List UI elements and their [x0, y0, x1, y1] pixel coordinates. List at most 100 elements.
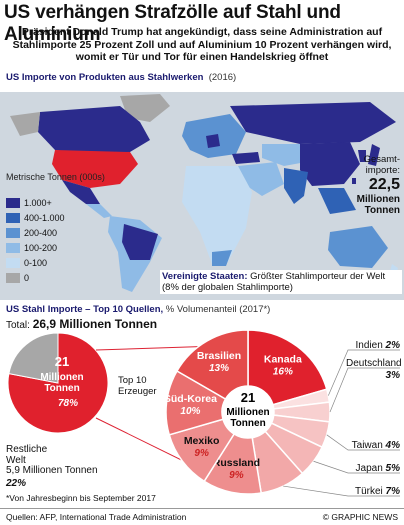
map-turkey: [232, 152, 260, 164]
legend-label: 400-1.000: [24, 213, 65, 223]
credit-text: © GRAPHIC NEWS: [322, 512, 398, 522]
map-germany: [206, 134, 220, 148]
big-pie: Kanada16%Russland9%Mexiko9%Süd-Korea10%B…: [164, 329, 400, 497]
footnote: *Von Jahresbeginn bis September 2017: [6, 493, 156, 503]
us-note-text: Größter Stahlimporteur der Welt (8% der …: [162, 271, 386, 293]
donut-hole: [222, 386, 274, 438]
small-pie-unit: Millionen Tonnen: [40, 372, 83, 394]
map-canada: [38, 106, 150, 154]
footer: Quellen: AFP, International Trade Admini…: [0, 508, 404, 525]
donut-external-name: Taiwan: [351, 440, 386, 451]
total-imports-unit: Millionen Tonnen: [356, 194, 400, 216]
small-pie: [7, 332, 109, 434]
total-imports-label: Gesamt-importe:: [363, 154, 400, 176]
donut-label-name: Brasilien: [197, 350, 241, 362]
legend-item: 0: [6, 273, 29, 283]
donut-external-name: Deutschland: [346, 358, 402, 369]
legend-item: 100-200: [6, 243, 57, 253]
rest-value: 5,9 Millionen Tonnen: [6, 465, 98, 476]
map-se-asia: [318, 188, 356, 214]
intro-text: Präsident Donald Trump hat angekündigt, …: [12, 26, 392, 63]
leader-line: [328, 349, 400, 396]
donut-external-pct: 4%: [385, 440, 400, 451]
total-imports-value: 22,5: [368, 176, 400, 193]
donut-external-label: Türkei 7%: [346, 486, 400, 498]
legend-swatch: [6, 273, 20, 283]
total-imports: Gesamt-importe: 22,5 Millionen Tonnen: [338, 154, 400, 216]
sources-total-label: Total:: [6, 320, 30, 331]
us-note: Vereinigte Staaten: Größter Stahlimporte…: [160, 270, 402, 294]
map-india: [284, 168, 308, 204]
map-heading-year: (2016): [208, 72, 237, 83]
sources-heading-sub: % Volumenanteil (2017*): [165, 304, 271, 315]
legend-label: 200-400: [24, 228, 58, 238]
rest-pct: 22%: [6, 478, 27, 489]
donut-external-name: Indien: [355, 340, 386, 351]
donut-label-pct: 10%: [180, 406, 200, 417]
legend-item: 400-1.000: [6, 213, 65, 223]
donut-label-name: Kanada: [264, 354, 302, 366]
donut-external-pct: 7%: [385, 486, 400, 497]
map-africa: [182, 166, 252, 264]
legend-label: 0: [24, 273, 30, 283]
legend-swatch: [6, 228, 20, 238]
donut-label-name: Süd-Korea: [164, 393, 217, 405]
sources-heading: US Stahl Importe – Top 10 Quellen, % Vol…: [6, 304, 270, 315]
donut-external-pct: 3%: [385, 370, 400, 381]
us-note-bold: Vereinigte Staaten:: [162, 271, 248, 282]
map-taiwan: [352, 178, 356, 184]
small-pie-slice-rest: [8, 332, 59, 384]
map-south-africa: [212, 250, 232, 266]
legend-swatch: [6, 213, 20, 223]
map-central-asia: [262, 144, 306, 166]
legend-label: 100-200: [24, 243, 58, 253]
map-brazil: [122, 224, 158, 260]
legend-swatch: [6, 198, 20, 208]
legend-item: 0-100: [6, 258, 47, 268]
map-alaska: [10, 112, 40, 136]
world-map-svg: [10, 94, 398, 292]
donut-external-name: Türkei: [354, 486, 386, 497]
sources-total: Total: 26,9 Millionen Tonnen: [6, 317, 157, 331]
legend-swatch: [6, 243, 20, 253]
rest-label: Restliche Welt: [6, 444, 48, 466]
map-mexico: [62, 180, 100, 204]
donut-center-value: 21: [241, 390, 255, 405]
map-japan: [368, 144, 380, 166]
legend-swatch: [6, 258, 20, 268]
map-usa: [52, 150, 138, 188]
small-pie-value: 21: [55, 354, 69, 369]
donut-label-pct: 16%: [273, 367, 293, 378]
legend-item: 200-400: [6, 228, 57, 238]
donut-external-pct: 5%: [385, 463, 400, 474]
map-australia: [328, 226, 388, 268]
sources-total-value: 26,9 Millionen Tonnen: [32, 317, 158, 331]
leader-line: [283, 485, 400, 497]
leader-line: [329, 367, 400, 413]
donut-external-label: Indien 2%: [346, 340, 400, 352]
source-text: Quellen: AFP, International Trade Admini…: [6, 512, 187, 522]
map-china: [300, 142, 360, 186]
donut-external-pct: 2%: [385, 340, 400, 351]
donut-external-name: Japan: [355, 463, 386, 474]
legend-label: 1.000+: [24, 198, 52, 208]
donut-external-label: Japan 5%: [346, 463, 400, 475]
legend-label: 0-100: [24, 258, 48, 268]
donut-label-pct: 9%: [194, 448, 209, 459]
legend-title: Metrische Tonnen (000s): [6, 172, 105, 182]
small-pie-pct: 78%: [58, 398, 78, 409]
donut-external-label: Deutschland 3%: [346, 358, 402, 382]
map-central-america: [86, 204, 112, 218]
leader-line: [313, 460, 400, 474]
map-russia: [230, 102, 396, 144]
donut-label-pct: 13%: [209, 363, 229, 374]
sources-heading-text: US Stahl Importe – Top 10 Quellen,: [6, 304, 164, 315]
donut-label-pct: 9%: [229, 470, 244, 481]
world-map: [0, 92, 404, 300]
leader-line: [326, 434, 400, 451]
map-korea: [358, 150, 366, 162]
donut-center-unit: Millionen Tonnen: [226, 407, 269, 429]
map-heading: US Importe von Produkten aus Stahlwerken…: [6, 72, 236, 83]
